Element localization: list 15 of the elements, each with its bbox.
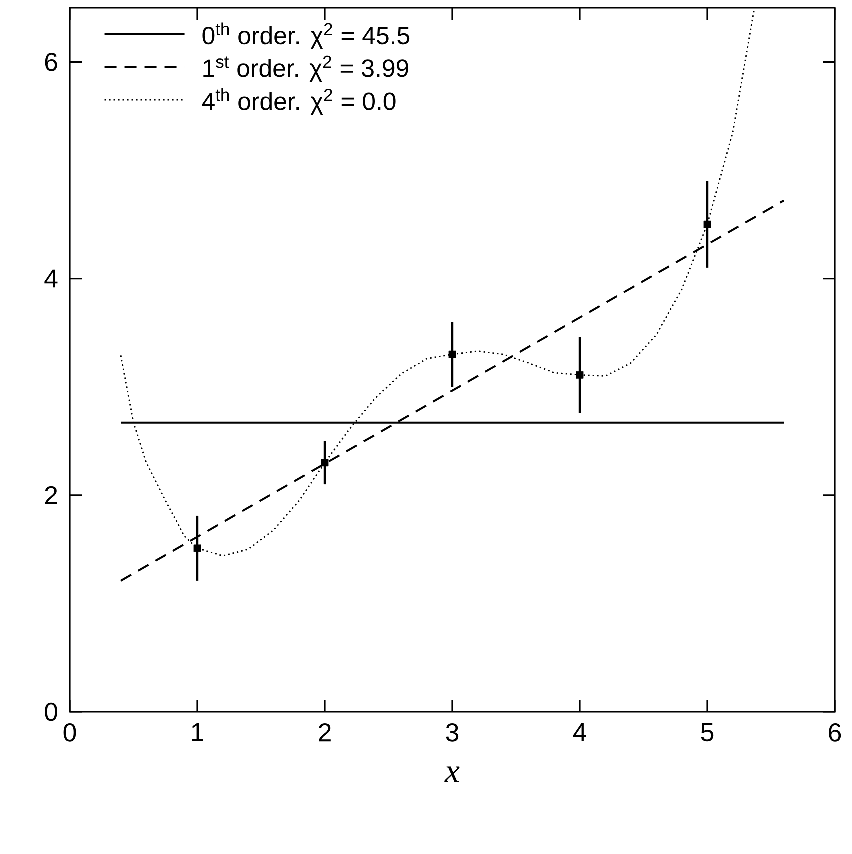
legend-label: 1$^{st}$ order. χ$^{2}$ = 3.99 xyxy=(204,56,408,82)
x-axis-title: x xyxy=(444,766,460,782)
legend-label: 0$^{th}$ order. χ$^{2}$ = 45.5 xyxy=(202,22,410,50)
x-tick-label: 6 xyxy=(829,724,842,742)
y-tick-label: 4 xyxy=(44,270,58,288)
x-tick-label: 4 xyxy=(573,724,586,742)
x-tick-label: 5 xyxy=(701,724,714,742)
y-tick-label: 0 xyxy=(45,702,58,722)
x-tick-label: 1 xyxy=(192,724,204,742)
x-tick-label: 3 xyxy=(446,724,459,742)
x-tick-label: 0 xyxy=(64,724,76,742)
legend-label: 4$^{th}$ order. χ$^{2}$ = 0.0 xyxy=(202,88,396,116)
y-tick-label: 2 xyxy=(45,486,58,504)
y-tick-label: 6 xyxy=(45,52,58,72)
x-tick-label: 2 xyxy=(319,724,331,742)
